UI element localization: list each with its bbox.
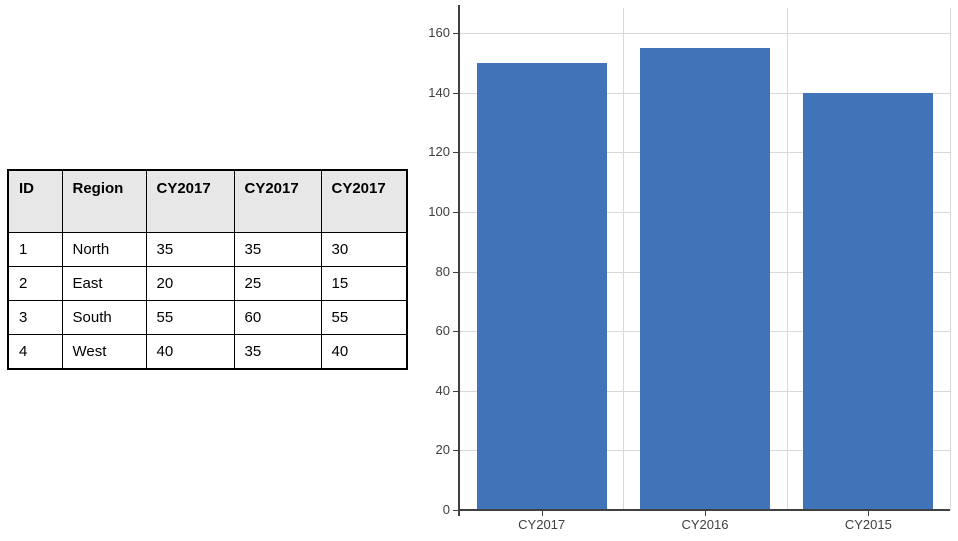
table-cell: 55	[320, 300, 408, 335]
y-axis-tick	[453, 271, 458, 273]
bar-cy2017	[476, 62, 607, 510]
x-axis-tick	[705, 511, 706, 516]
x-axis-tick-label: CY2015	[844, 517, 892, 532]
table-row: 1 North 35 35 30	[7, 232, 408, 267]
table-cell: East	[61, 266, 147, 301]
y-axis-tick	[453, 450, 458, 452]
y-axis-line	[458, 5, 460, 516]
table-cell: 30	[320, 232, 408, 267]
y-axis-tick-label: 100	[428, 203, 450, 219]
bar-cy2016	[640, 47, 770, 510]
y-axis-tick-label: 40	[435, 382, 450, 398]
table-cell: 40	[320, 334, 408, 370]
gridline-vertical	[623, 8, 625, 510]
y-axis-tick-label: 0	[442, 502, 450, 517]
table-cell: 1	[7, 232, 63, 267]
table-header-cell-cy2017c: CY2017	[320, 169, 408, 233]
table-cell: 35	[145, 232, 235, 267]
x-axis-tick	[868, 511, 870, 516]
gridline-vertical	[786, 8, 788, 510]
table-cell: 20	[145, 266, 235, 301]
table-cell: 35	[233, 334, 322, 370]
data-table: ID Region CY2017 CY2017 CY2017 1 North 3…	[7, 169, 408, 370]
x-axis-line	[458, 509, 950, 511]
table-cell: 60	[233, 300, 322, 335]
y-axis-tick-label: 120	[428, 144, 450, 160]
y-axis-tick	[453, 33, 458, 34]
table-cell: North	[61, 232, 147, 267]
table-cell: 15	[320, 266, 408, 301]
table-cell: West	[61, 334, 147, 370]
table-cell: South	[61, 300, 147, 335]
table-cell: 55	[145, 300, 235, 335]
table-cell: 2	[7, 266, 63, 301]
y-axis-tick-label: 140	[428, 84, 450, 100]
y-axis-tick	[453, 331, 458, 333]
table-row: 4 West 40 35 40	[7, 334, 408, 370]
y-axis-tick-label: 20	[435, 442, 450, 458]
gridline-horizontal	[460, 33, 950, 34]
y-axis-tick-label: 80	[435, 263, 450, 279]
table-cell: 35	[233, 232, 322, 267]
bar-cy2015	[803, 92, 934, 510]
x-axis-tick	[541, 511, 543, 516]
y-axis-tick-label: 160	[428, 25, 450, 40]
table-row: 3 South 55 60 55	[7, 300, 408, 335]
y-axis-tick-label: 60	[435, 323, 450, 339]
x-axis-tick-label: CY2016	[681, 517, 729, 532]
y-axis-tick	[453, 92, 458, 94]
table-cell: 3	[7, 300, 63, 335]
y-axis-tick	[453, 510, 458, 511]
y-axis-tick	[453, 211, 458, 213]
table-cell: 4	[7, 334, 63, 370]
table-header-row: ID Region CY2017 CY2017 CY2017	[7, 169, 408, 233]
table-header-cell-cy2017b: CY2017	[233, 169, 322, 233]
y-axis-tick	[453, 390, 458, 392]
gridline-vertical	[950, 8, 951, 510]
y-axis-tick	[453, 152, 458, 154]
x-axis-tick-label: CY2017	[518, 517, 566, 532]
